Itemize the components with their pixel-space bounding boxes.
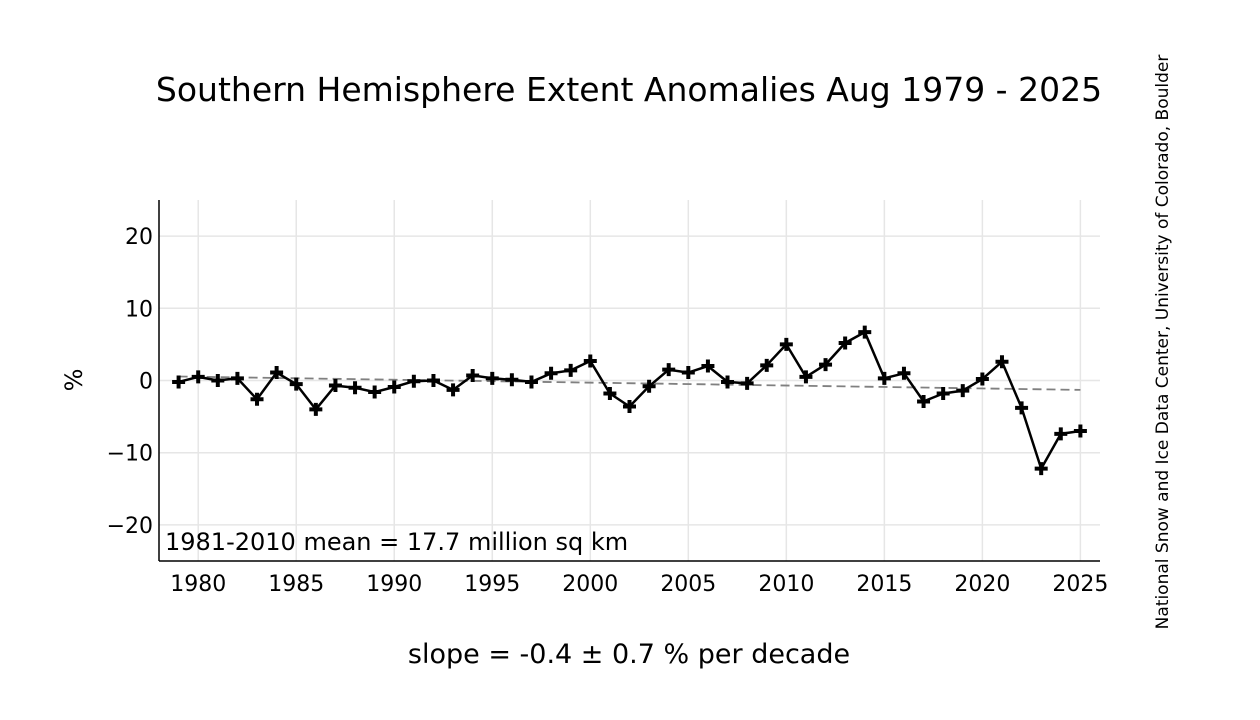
x-tick-label: 2005 — [660, 572, 716, 597]
data-point — [799, 370, 813, 384]
data-point — [779, 337, 793, 351]
data-point — [936, 386, 950, 400]
x-tick-label: 2025 — [1052, 572, 1108, 597]
y-tick-label: −20 — [107, 514, 153, 539]
data-point — [681, 366, 695, 380]
x-tick-label: 2015 — [856, 572, 912, 597]
data-point — [387, 380, 401, 394]
data-point — [250, 392, 264, 406]
y-tick-label: 20 — [125, 225, 153, 250]
data-point — [368, 385, 382, 399]
data-point — [1034, 462, 1048, 476]
mean-annotation: 1981-2010 mean = 17.7 million sq km — [165, 528, 628, 556]
x-tick-label: 2020 — [954, 572, 1010, 597]
data-point — [838, 336, 852, 350]
data-point — [564, 363, 578, 377]
x-tick-label: 2000 — [562, 572, 618, 597]
x-tick-label: 2010 — [758, 572, 814, 597]
data-point — [426, 374, 440, 387]
y-tick-label: 0 — [139, 370, 153, 395]
data-point — [1054, 427, 1068, 441]
data-point — [995, 355, 1009, 369]
data-point — [897, 366, 911, 380]
data-point — [309, 402, 323, 416]
x-tick-label: 1980 — [170, 572, 226, 597]
data-point — [975, 372, 989, 386]
data-point — [485, 371, 499, 385]
data-point — [289, 377, 303, 391]
data-point — [740, 376, 754, 390]
x-tick-labels: 1980 1985 1990 1995 2000 2005 2010 2015 2020 2025 — [170, 572, 1108, 597]
data-point — [524, 375, 538, 389]
data-point — [544, 366, 558, 380]
x-tick-label: 1990 — [366, 572, 422, 597]
x-tick-label: 1995 — [464, 572, 520, 597]
grid — [159, 200, 1100, 561]
trend-layer — [178, 375, 1081, 391]
data-point — [407, 374, 421, 388]
y-tick-labels: 20 10 0 −10 −20 — [107, 225, 153, 539]
data-point — [701, 359, 715, 373]
data-point — [760, 358, 774, 372]
data-point — [956, 384, 970, 398]
data-point — [603, 386, 617, 400]
trend-line — [178, 375, 1081, 391]
y-axis-label: % — [60, 369, 88, 392]
data-point — [230, 371, 244, 385]
data-point — [858, 325, 872, 339]
data-point — [623, 399, 636, 413]
data-point — [466, 368, 480, 382]
data-point — [328, 379, 342, 393]
data-point — [348, 381, 362, 395]
data-point — [583, 354, 597, 368]
x-axis-label: slope = -0.4 ± 0.7 % per decade — [408, 639, 850, 670]
data-point — [505, 373, 519, 387]
data-point — [642, 379, 656, 393]
chart-title: Southern Hemisphere Extent Anomalies Aug… — [156, 70, 1102, 109]
credit-text: National Snow and Ice Data Center, Unive… — [1153, 55, 1173, 630]
data-point — [191, 370, 205, 384]
data-point — [270, 366, 284, 380]
data-point — [877, 371, 891, 385]
y-tick-label: 10 — [125, 297, 153, 322]
data-point — [917, 394, 931, 408]
data-point — [1073, 424, 1087, 438]
data-point — [662, 363, 676, 377]
data-point — [819, 358, 833, 372]
series-layer — [172, 325, 1087, 476]
data-point — [211, 374, 225, 387]
y-tick-label: −10 — [107, 442, 153, 467]
data-point — [446, 383, 460, 397]
data-point — [172, 375, 186, 389]
data-point — [721, 375, 735, 389]
data-point — [1015, 401, 1029, 415]
x-tick-label: 1985 — [268, 572, 324, 597]
